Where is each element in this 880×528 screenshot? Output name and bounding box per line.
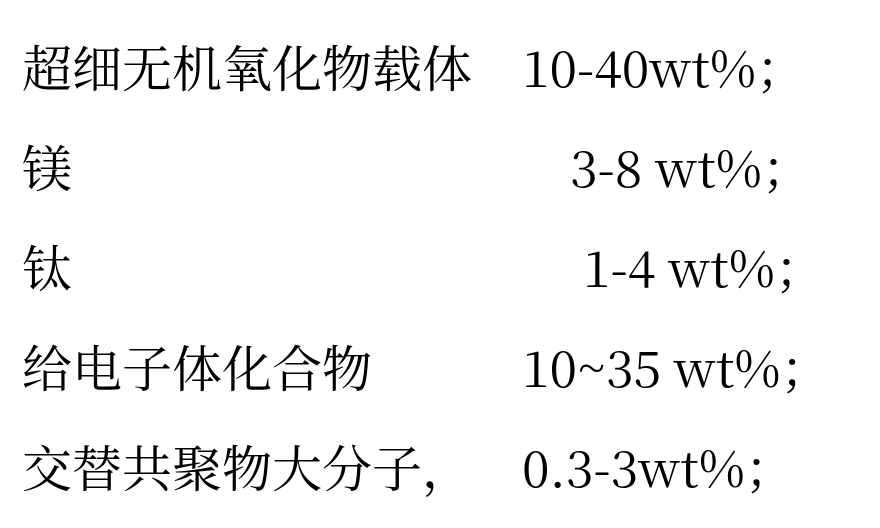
component-label: 钛 (22, 216, 72, 316)
component-label: 交替共聚物大分子， (22, 416, 472, 516)
composition-row: 交替共聚物大分子， 0.3-3wt%； (22, 416, 880, 516)
component-label: 超细无机氧化物载体 (22, 16, 472, 116)
composition-row: 钛 1-4 wt%； (22, 216, 880, 316)
component-value: 1-4 wt%； (583, 216, 825, 316)
component-label: 给电子体化合物 (22, 316, 372, 416)
component-label: 镁 (22, 116, 72, 216)
component-value: 0.3-3wt%； (522, 416, 795, 516)
composition-row: 超细无机氧化物载体 10-40wt%； (22, 16, 880, 116)
component-value: 10~35 wt%； (522, 316, 831, 416)
composition-row: 给电子体化合物 10~35 wt%； (22, 316, 880, 416)
composition-row: 镁 3-8 wt%； (22, 116, 880, 216)
composition-list: 超细无机氧化物载体 10-40wt%； 镁 3-8 wt%； 钛 1-4 wt%… (0, 0, 880, 528)
component-value: 3-8 wt%； (570, 116, 812, 216)
component-value: 10-40wt%； (522, 16, 806, 116)
